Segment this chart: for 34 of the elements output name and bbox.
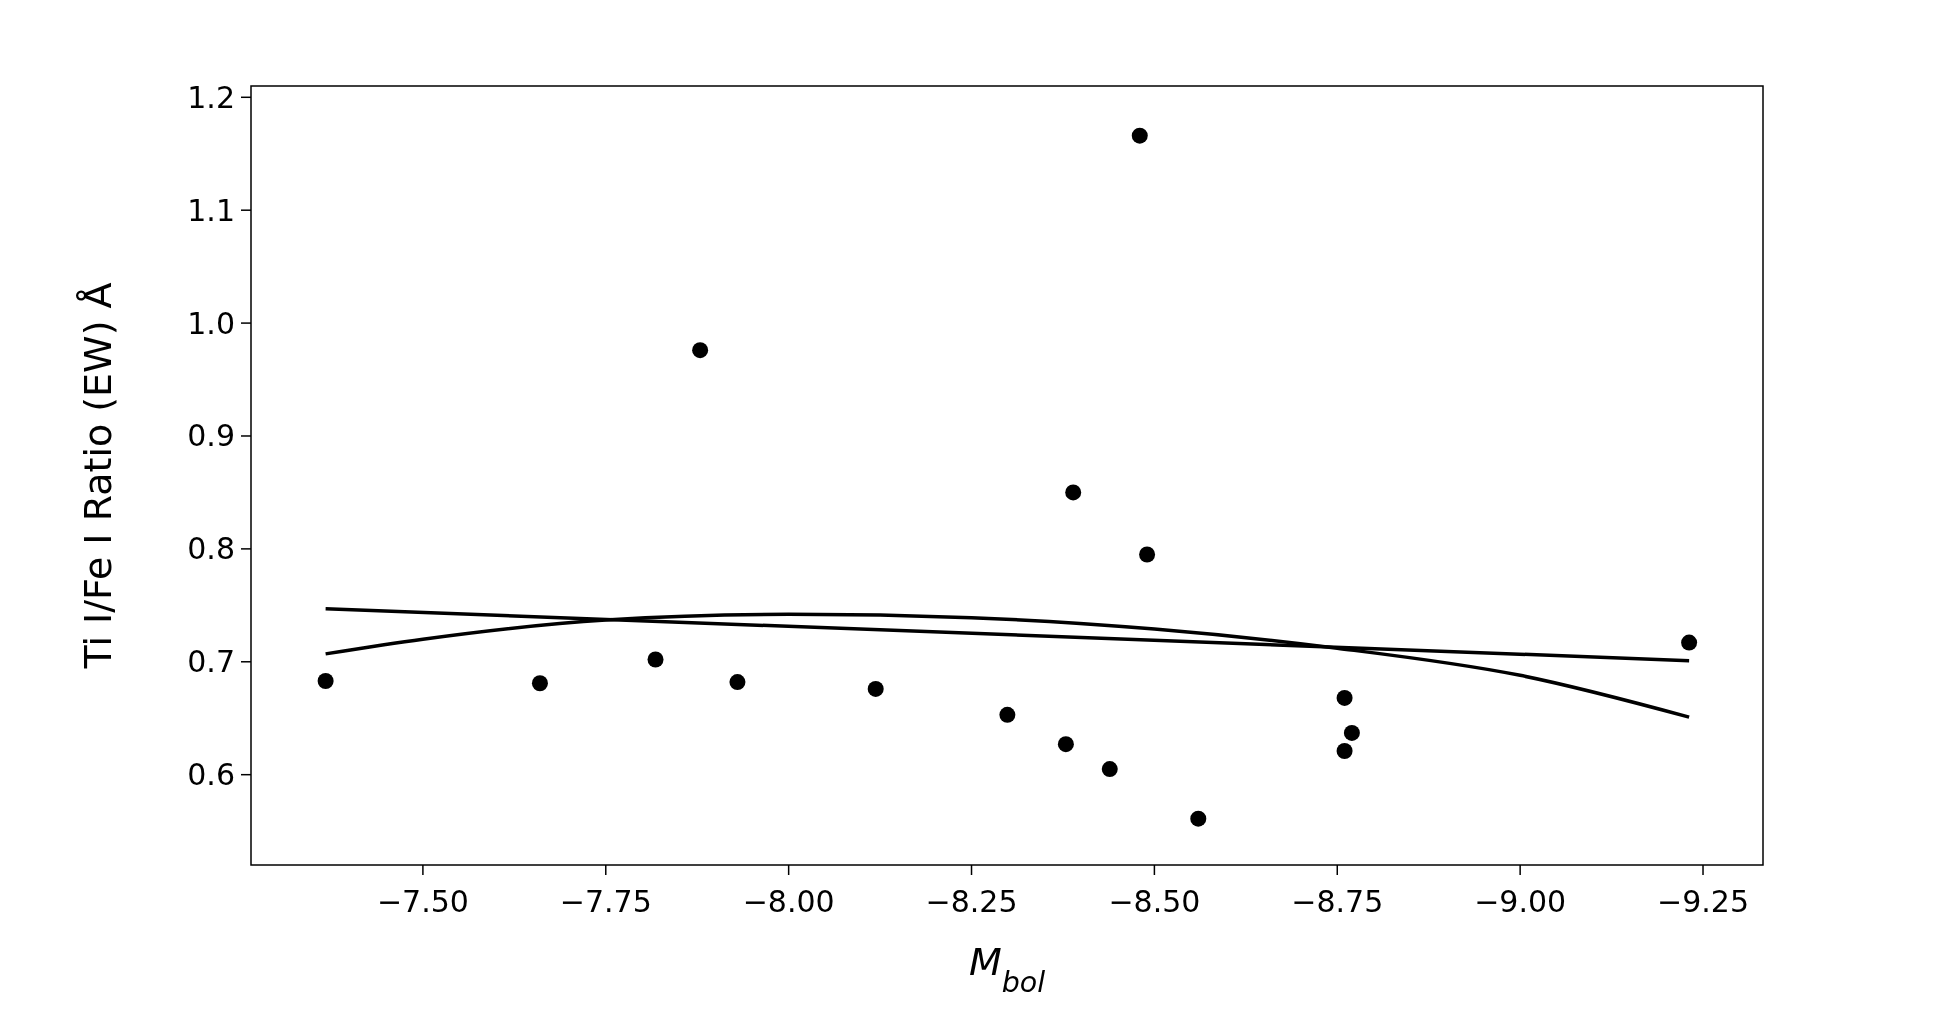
point xyxy=(1681,634,1698,651)
y-tick-label: 1.1 xyxy=(187,192,235,228)
point xyxy=(999,706,1016,723)
x-tick-label: −8.75 xyxy=(1291,884,1384,919)
point xyxy=(867,680,884,697)
point xyxy=(1057,736,1074,753)
point xyxy=(1343,724,1360,741)
point xyxy=(1101,761,1118,778)
x-tick-label: −7.50 xyxy=(376,884,469,919)
y-tick-label: 1.0 xyxy=(187,305,235,341)
point xyxy=(1336,742,1353,759)
point xyxy=(1336,689,1353,706)
point xyxy=(729,674,746,691)
x-axis-title: M$_{bol}$ xyxy=(968,940,1046,999)
x-tick-label: −9.00 xyxy=(1474,884,1567,919)
point xyxy=(317,672,334,689)
x-tick-label: −8.50 xyxy=(1108,884,1201,919)
x-tick-label: −7.75 xyxy=(559,884,652,919)
x-tick-label: −8.00 xyxy=(742,884,835,919)
point xyxy=(531,675,548,692)
y-tick-label: 0.6 xyxy=(187,757,235,793)
y-tick-label: 0.7 xyxy=(187,644,235,680)
y-axis-title: Ti I/Fe I Ratio (EW) Å xyxy=(76,282,120,670)
point xyxy=(1190,810,1207,827)
x-tick-label: −9.25 xyxy=(1657,884,1749,919)
point xyxy=(692,342,709,359)
y-tick-label: 0.9 xyxy=(187,418,235,454)
point xyxy=(647,651,664,668)
point xyxy=(1139,546,1156,563)
x-tick-label: −8.25 xyxy=(925,884,1018,919)
point xyxy=(1131,127,1148,144)
y-tick-label: 0.8 xyxy=(187,531,235,567)
y-tick-label: 1.2 xyxy=(187,79,235,115)
point xyxy=(1065,484,1082,501)
